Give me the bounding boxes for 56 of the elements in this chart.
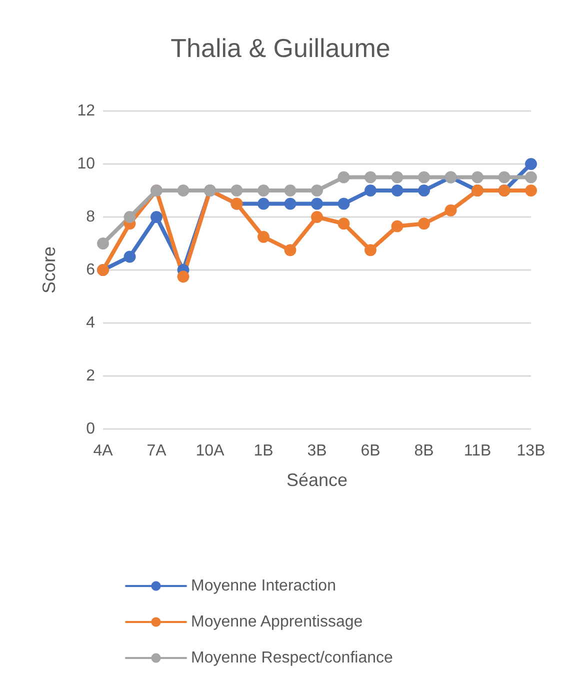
x-axis-title: Séance	[286, 470, 348, 490]
point	[418, 218, 430, 230]
legend-label: Moyenne Apprentissage	[191, 614, 363, 630]
point	[525, 184, 537, 196]
point	[418, 171, 430, 184]
point	[391, 184, 404, 196]
point	[230, 184, 243, 196]
point	[311, 211, 323, 223]
x-tick-label: 11B	[464, 442, 492, 460]
x-tick-label: 13B	[516, 442, 546, 460]
x-tick-label: 8B	[414, 442, 434, 460]
y-tick-label: 10	[77, 156, 96, 172]
point	[284, 198, 296, 210]
x-tick-label: 3B	[307, 442, 327, 460]
y-tick-label: 12	[77, 102, 96, 120]
point	[177, 184, 190, 196]
point	[418, 184, 430, 196]
point	[472, 171, 484, 184]
y-tick-label: 4	[86, 314, 96, 332]
point	[364, 244, 376, 256]
legend-label: Moyenne Respect/confiance	[191, 650, 393, 666]
point	[124, 211, 136, 223]
point	[258, 184, 270, 196]
point	[311, 184, 323, 196]
point	[391, 171, 404, 184]
point	[525, 158, 537, 170]
point	[444, 204, 457, 216]
point	[338, 171, 350, 184]
point	[177, 270, 190, 283]
y-tick-label: 0	[86, 420, 96, 438]
x-tick-label: 6B	[360, 442, 380, 460]
x-tick-label: 1B	[254, 442, 274, 460]
point	[284, 184, 296, 196]
point	[124, 250, 136, 263]
y-tick-label: 8	[86, 208, 96, 226]
point	[258, 198, 270, 210]
x-tick-label: 4A	[93, 442, 114, 460]
point	[364, 171, 376, 184]
point	[311, 198, 323, 210]
legend-label: Moyenne Interaction	[191, 578, 336, 594]
y-axis-title: Score	[39, 246, 59, 294]
point	[284, 244, 296, 256]
point	[258, 230, 270, 243]
point	[338, 218, 350, 230]
point	[338, 198, 350, 210]
point	[150, 211, 162, 223]
x-tick-label: 10A	[196, 442, 225, 460]
point	[364, 184, 376, 196]
point	[97, 238, 109, 250]
x-tick-label: 7A	[146, 442, 167, 460]
point	[391, 220, 404, 232]
y-tick-label: 2	[86, 368, 96, 384]
chart-title: Thalia & Guillaume	[170, 33, 390, 63]
y-tick-label: 6	[86, 262, 96, 278]
point	[498, 171, 510, 184]
point	[525, 171, 537, 184]
